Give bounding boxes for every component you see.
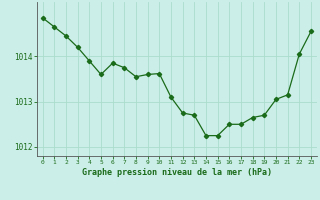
X-axis label: Graphe pression niveau de la mer (hPa): Graphe pression niveau de la mer (hPa) bbox=[82, 168, 272, 177]
